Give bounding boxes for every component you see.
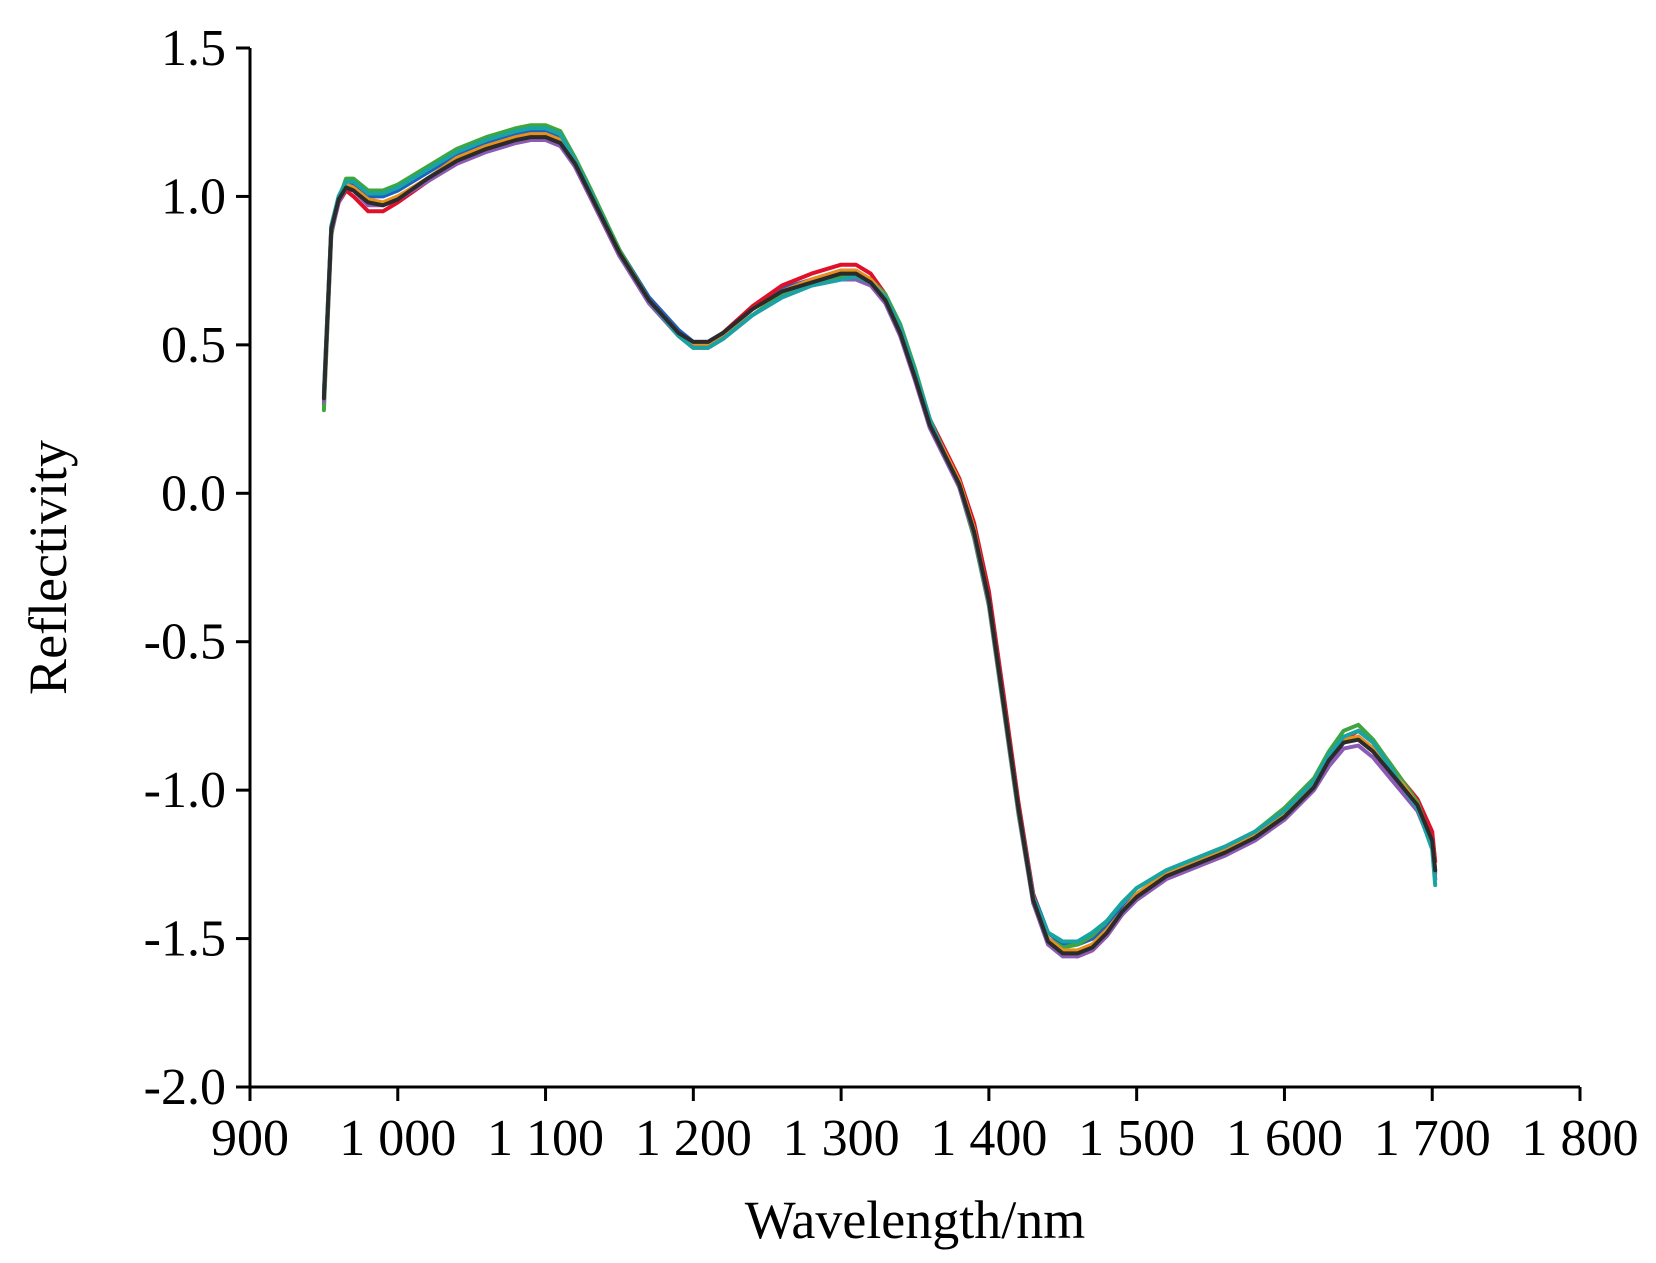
- y-tick-label: -1.5: [144, 911, 226, 968]
- series-layer: [321, 123, 1438, 959]
- series-line-2: [321, 135, 1438, 959]
- y-tick-label: -0.5: [144, 614, 226, 671]
- x-tick-label: 1 700: [1374, 1110, 1491, 1167]
- x-tick-label: 900: [211, 1110, 289, 1167]
- x-tick-label: 1 600: [1226, 1110, 1343, 1167]
- y-tick-label: -1.0: [144, 762, 226, 819]
- y-ticks: 1.5 1.0 0.5 0.0 -0.5 -1.0 -1.5 -2.0: [144, 20, 250, 1116]
- axes-layer: [248, 48, 1580, 1089]
- x-tick-label: 1 200: [635, 1110, 752, 1167]
- y-tick-label: 0.5: [161, 317, 226, 374]
- x-ticks: 900 1 000 1 100 1 200 1 300 1 400 1 500 1 600 1 …: [211, 1087, 1639, 1167]
- y-tick-label: 0.0: [161, 465, 226, 522]
- x-tick-label: 1 000: [339, 1110, 456, 1167]
- x-tick-label: 1 300: [783, 1110, 900, 1167]
- x-axis-title: Wavelength/nm: [745, 1190, 1086, 1250]
- x-tick-label: 1 500: [1078, 1110, 1195, 1167]
- x-tick-label: 1 100: [487, 1110, 604, 1167]
- y-tick-label: 1.5: [161, 20, 226, 77]
- y-tick-label: -2.0: [144, 1059, 226, 1116]
- x-tick-label: 1 400: [930, 1110, 1047, 1167]
- y-axis-title: Reflectivity: [18, 440, 78, 695]
- y-tick-label: 1.0: [161, 168, 226, 225]
- series-line-7: [321, 135, 1438, 956]
- x-tick-label: 1 800: [1522, 1110, 1639, 1167]
- series-line-5: [321, 138, 1438, 959]
